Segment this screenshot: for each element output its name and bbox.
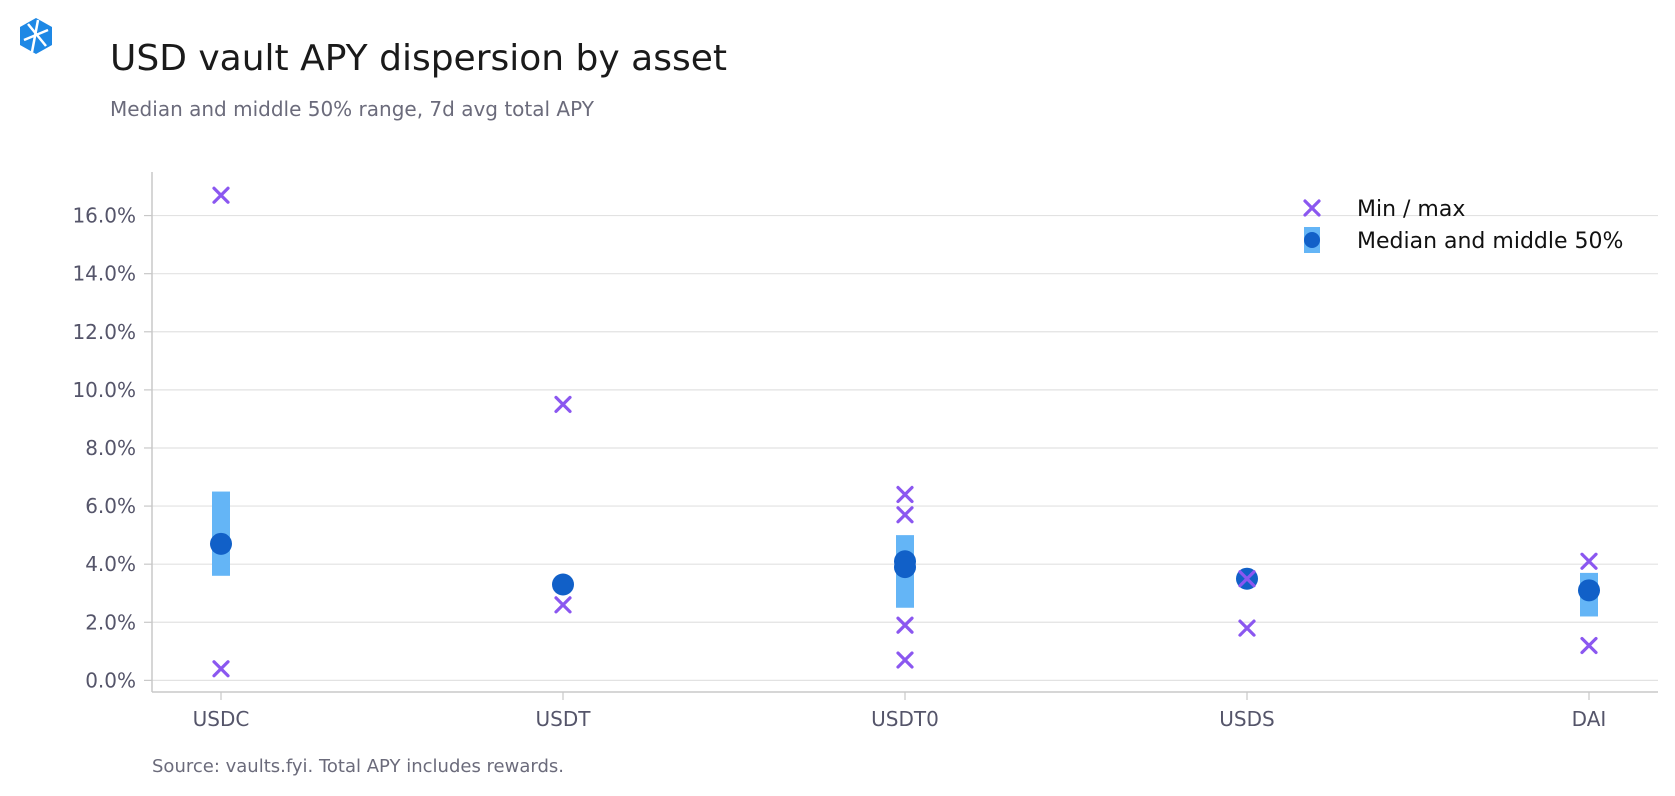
x-tick-label: USDT: [536, 707, 592, 731]
min-max-markers: [212, 186, 1598, 678]
x-stroke: [1580, 552, 1598, 570]
y-tick-label: 10.0%: [72, 378, 136, 402]
min-max-marker: [212, 186, 230, 204]
x-stroke: [1238, 619, 1256, 637]
x-tick-label: USDC: [193, 707, 250, 731]
min-max-marker: [896, 616, 914, 634]
min-max-marker: [1580, 552, 1598, 570]
min-max-marker: [896, 485, 914, 504]
x-stroke: [1303, 199, 1321, 217]
chart-title: USD vault APY dispersion by asset: [110, 38, 727, 79]
x-tick-label: USDS: [1219, 707, 1274, 731]
median-dot: [1578, 579, 1600, 602]
min-max-marker: [896, 506, 914, 524]
x-stroke: [896, 651, 914, 669]
legend-min-max-marker: [1303, 199, 1321, 217]
x-stroke: [1580, 636, 1598, 655]
min-max-marker: [554, 395, 572, 414]
chart-legend: Min / max Median and middle 50%: [1303, 197, 1623, 254]
min-max-marker: [554, 596, 572, 614]
x-tick-label: DAI: [1572, 707, 1607, 731]
legend-median-dot: [1304, 232, 1320, 248]
chart-axes: 0.0% 2.0% 4.0% 6.0% 8.0% 10.0% 12.0% 14.0% 16.0%…: [72, 172, 1658, 731]
x-stroke: [554, 395, 572, 414]
x-stroke: [554, 596, 572, 614]
min-max-marker: [896, 651, 914, 669]
y-tick-label: 0.0%: [85, 668, 136, 692]
legend-label-min-max: Min / max: [1357, 197, 1465, 222]
legend-label-median: Median and middle 50%: [1357, 229, 1623, 254]
median-dot: [894, 556, 916, 579]
x-stroke: [896, 616, 914, 634]
x-stroke: [1238, 570, 1256, 588]
vaults-fyi-logo-icon: [20, 18, 52, 54]
y-tick-label: 16.0%: [72, 204, 136, 228]
min-max-marker: [1238, 619, 1256, 637]
x-stroke: [896, 485, 914, 504]
median-dot: [210, 532, 232, 555]
min-max-marker: [1238, 570, 1256, 588]
min-max-marker: [1580, 636, 1598, 655]
x-stroke: [896, 506, 914, 524]
y-tick-label: 4.0%: [85, 552, 136, 576]
min-max-marker: [212, 660, 230, 678]
grid-lines: [152, 214, 1658, 681]
y-tick-label: 12.0%: [72, 320, 136, 344]
chart-subtitle: Median and middle 50% range, 7d avg tota…: [110, 97, 594, 121]
x-tick-label: USDT0: [871, 707, 939, 731]
source-note: Source: vaults.fyi. Total APY includes r…: [152, 756, 564, 777]
y-tick-label: 2.0%: [85, 610, 136, 634]
x-stroke: [212, 660, 230, 678]
x-stroke: [212, 186, 230, 204]
y-tick-label: 14.0%: [72, 262, 136, 286]
y-tick-label: 8.0%: [85, 436, 136, 460]
median-dot: [552, 573, 574, 596]
y-tick-label: 6.0%: [85, 494, 136, 518]
